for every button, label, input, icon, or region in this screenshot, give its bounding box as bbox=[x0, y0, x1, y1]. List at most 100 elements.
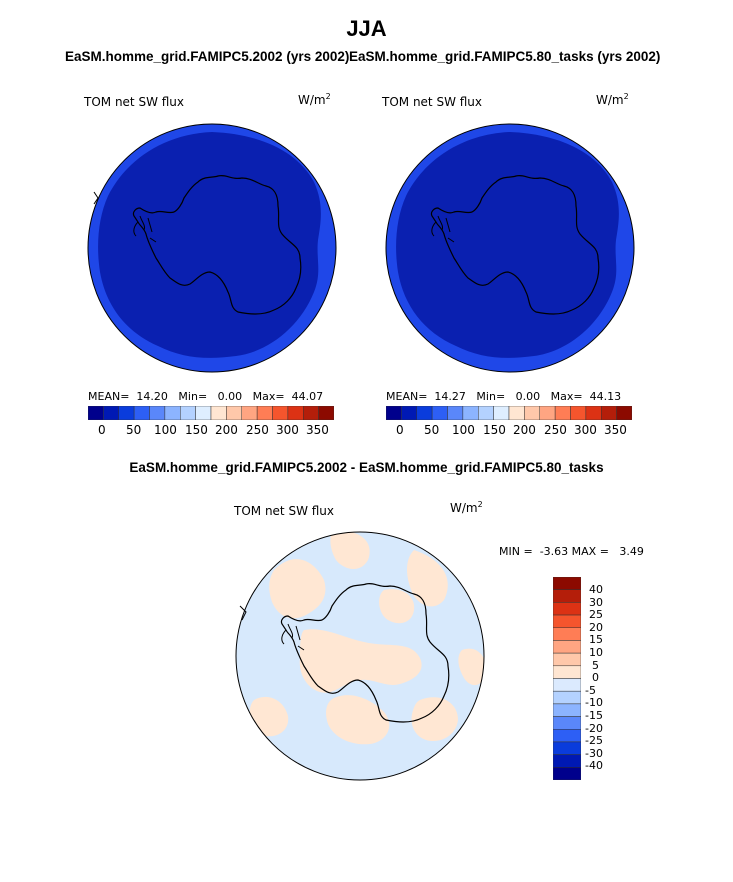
colorbar-tick: 350 bbox=[306, 423, 329, 437]
colorbar-tick: 0 bbox=[98, 423, 106, 437]
diff-min-max: MIN = -3.63 MAX = 3.49 bbox=[499, 545, 644, 558]
colorbar-swatch bbox=[272, 405, 289, 421]
colorbar-swatch bbox=[539, 405, 556, 421]
colorbar-swatch bbox=[552, 602, 582, 616]
colorbar-swatch bbox=[552, 767, 582, 781]
colorbar-tick: 250 bbox=[246, 423, 269, 437]
left-antarctic-peninsula bbox=[133, 215, 157, 243]
colorbar-swatch bbox=[478, 405, 494, 421]
diff-colorbar-swatches bbox=[552, 576, 582, 781]
diff-antarctic-peninsula bbox=[239, 605, 305, 651]
diff-antarctica-coastline bbox=[280, 582, 450, 723]
colorbar-swatch bbox=[552, 754, 582, 768]
diff-positive-patch bbox=[249, 696, 289, 737]
colorbar-swatch bbox=[256, 405, 273, 421]
left-polar-map bbox=[87, 123, 337, 373]
colorbar-swatch bbox=[570, 405, 587, 421]
left-stats: MEAN= 14.20 Min= 0.00 Max= 44.07 bbox=[88, 390, 324, 403]
colorbar-swatch bbox=[552, 703, 582, 717]
diff-positive-patch bbox=[458, 648, 484, 685]
colorbar-swatch bbox=[462, 405, 479, 421]
colorbar-swatch bbox=[616, 405, 633, 421]
diff-colorbar-ticks: 40 30 25 20 15 10 5 0 -5 -10 -15 -20 -25… bbox=[585, 577, 645, 787]
colorbar-tick: 300 bbox=[574, 423, 597, 437]
colorbar-swatch bbox=[241, 405, 258, 421]
colorbar-swatch bbox=[585, 405, 602, 421]
diff-polar-map bbox=[235, 531, 485, 781]
colorbar-swatch bbox=[318, 405, 335, 421]
right-antarctic-peninsula bbox=[431, 215, 455, 243]
colorbar-swatch bbox=[552, 652, 582, 667]
diff-positive-patch bbox=[407, 550, 448, 607]
colorbar-tick: -25 bbox=[585, 734, 603, 747]
colorbar-tick: -20 bbox=[585, 722, 603, 735]
diff-colorbar bbox=[552, 576, 582, 785]
diff-subtitle: EaSM.homme_grid.FAMIPC5.2002 - EaSM.homm… bbox=[129, 460, 604, 475]
right-inner-field bbox=[396, 132, 619, 358]
colorbar-tick: 100 bbox=[452, 423, 475, 437]
colorbar-tick: 150 bbox=[483, 423, 506, 437]
colorbar-tick: 200 bbox=[513, 423, 536, 437]
colorbar-tick: 5 bbox=[592, 659, 599, 672]
colorbar-swatch bbox=[552, 627, 582, 641]
colorbar-swatch bbox=[431, 405, 448, 421]
colorbar-tick: -30 bbox=[585, 747, 603, 760]
right-polar-map bbox=[385, 123, 635, 373]
colorbar-tick: 10 bbox=[589, 646, 603, 659]
colorbar-swatch bbox=[493, 405, 510, 421]
colorbar-swatch bbox=[552, 741, 582, 755]
colorbar-tick: 50 bbox=[424, 423, 440, 437]
colorbar-swatch bbox=[447, 405, 464, 421]
colorbar-swatch bbox=[552, 640, 582, 654]
colorbar-swatch bbox=[87, 405, 104, 421]
left-colorbar-swatches bbox=[87, 405, 335, 421]
colorbar-tick: 350 bbox=[604, 423, 627, 437]
colorbar-tick: 0 bbox=[592, 671, 599, 684]
colorbar-swatch bbox=[416, 405, 433, 421]
left-colorbar bbox=[87, 405, 335, 425]
colorbar-swatch bbox=[287, 405, 304, 421]
colorbar-tick: 20 bbox=[589, 621, 603, 634]
colorbar-tick: -15 bbox=[585, 709, 603, 722]
colorbar-tick: 150 bbox=[185, 423, 208, 437]
colorbar-swatch bbox=[149, 405, 166, 421]
colorbar-swatch bbox=[210, 405, 227, 421]
colorbar-swatch bbox=[508, 405, 525, 421]
diff-positive-patch bbox=[411, 697, 458, 742]
colorbar-tick: 300 bbox=[276, 423, 299, 437]
colorbar-swatch bbox=[554, 405, 571, 421]
right-variable-label: TOM net SW flux bbox=[382, 95, 483, 109]
right-colorbar-swatches bbox=[385, 405, 633, 421]
colorbar-tick: -40 bbox=[585, 759, 603, 772]
diff-units-label: W/m2 bbox=[450, 500, 483, 515]
colorbar-swatch bbox=[524, 405, 541, 421]
left-inner-field bbox=[98, 132, 321, 358]
colorbar-tick: -5 bbox=[585, 684, 596, 697]
colorbar-swatch bbox=[552, 614, 582, 629]
colorbar-swatch bbox=[552, 665, 582, 679]
right-units-label: W/m2 bbox=[596, 92, 629, 107]
colorbar-tick: 30 bbox=[589, 596, 603, 609]
left-variable-label: TOM net SW flux bbox=[84, 95, 185, 109]
diff-positive-patch bbox=[269, 559, 326, 619]
left-panel-subtitle: EaSM.homme_grid.FAMIPC5.2002 (yrs 2002) bbox=[65, 49, 350, 64]
right-stats: MEAN= 14.27 Min= 0.00 Max= 44.13 bbox=[386, 390, 622, 403]
colorbar-swatch bbox=[118, 405, 135, 421]
right-colorbar-ticks: 0 50 100 150 200 250 300 350 bbox=[386, 423, 632, 437]
diff-positive-patch bbox=[299, 629, 422, 693]
right-colorbar bbox=[385, 405, 633, 425]
colorbar-swatch bbox=[180, 405, 196, 421]
colorbar-swatch bbox=[401, 405, 418, 421]
colorbar-swatch bbox=[552, 690, 582, 705]
diff-positive-patch bbox=[326, 695, 390, 745]
left-antarctica-coastline bbox=[132, 174, 302, 315]
left-units-label: W/m2 bbox=[298, 92, 331, 107]
right-antarctica-coastline bbox=[430, 174, 600, 315]
colorbar-tick: 100 bbox=[154, 423, 177, 437]
colorbar-tick: 50 bbox=[126, 423, 142, 437]
colorbar-swatch bbox=[601, 405, 617, 421]
colorbar-tick: -10 bbox=[585, 696, 603, 709]
colorbar-tick: 15 bbox=[589, 633, 603, 646]
colorbar-swatch bbox=[226, 405, 243, 421]
diff-positive-patch bbox=[379, 589, 415, 624]
